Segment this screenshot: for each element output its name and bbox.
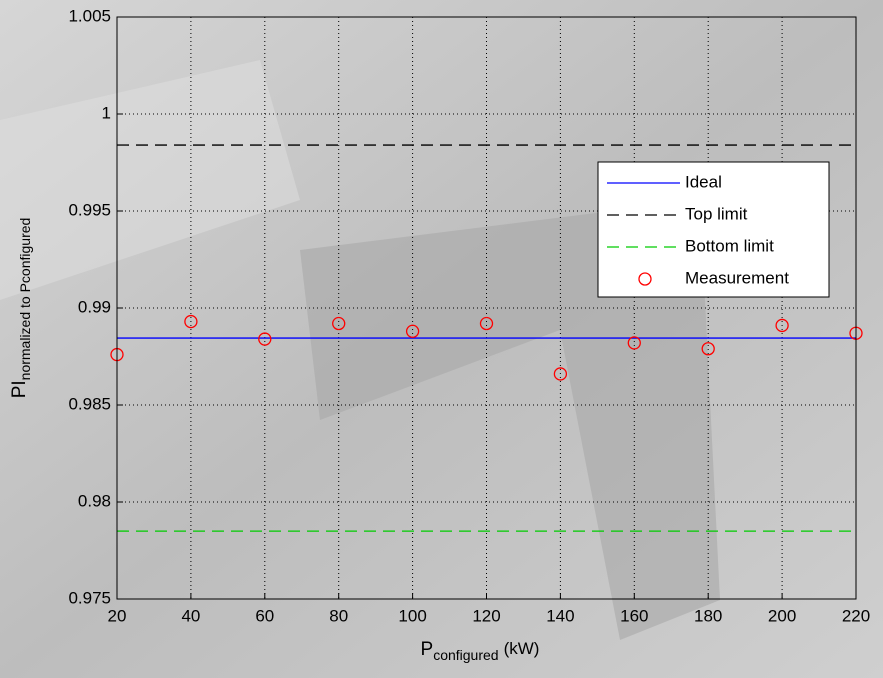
- legend-label: Measurement: [685, 268, 789, 287]
- y-tick-label: 0.98: [78, 491, 111, 510]
- y-tick-label: 1.005: [68, 6, 111, 25]
- x-tick-label: 160: [620, 606, 648, 625]
- y-axis-label: PInormalized to Pconfigured: [9, 218, 33, 399]
- x-tick-label: 60: [255, 606, 274, 625]
- data-point: [479, 316, 494, 331]
- y-tick-label: 0.995: [68, 200, 111, 219]
- legend-label: Ideal: [685, 172, 722, 191]
- background-shape: [300, 200, 720, 640]
- x-tick-label: 100: [398, 606, 426, 625]
- x-tick-label: 140: [546, 606, 574, 625]
- background-shape: [0, 60, 300, 300]
- legend-label: Top limit: [685, 204, 748, 223]
- x-tick-label: 40: [181, 606, 200, 625]
- x-axis-label: Pconfigured (kW): [421, 639, 540, 663]
- y-label-sub: normalized to Pconfigured: [17, 218, 33, 381]
- data-point: [332, 316, 346, 331]
- x-tick-label: 20: [108, 606, 127, 625]
- x-label-sub: configured: [433, 647, 498, 663]
- y-label-main: PI: [9, 380, 30, 398]
- x-label-unit: (kW): [504, 639, 540, 658]
- x-tick-label: 200: [768, 606, 796, 625]
- data-point: [184, 314, 198, 329]
- legend-box: [597, 161, 830, 298]
- legend-label: Bottom limit: [685, 236, 774, 255]
- x-tick-label: 120: [472, 606, 500, 625]
- legend: Ideal Top limit Bottom limit Measurement: [597, 161, 830, 298]
- data-point: [775, 318, 789, 333]
- y-tick-label: 0.985: [68, 394, 111, 413]
- x-tick-label: 80: [329, 606, 348, 625]
- y-tick-label: 0.99: [78, 297, 111, 316]
- x-label-main: P: [421, 639, 434, 660]
- data-point: [553, 367, 568, 381]
- y-tick-label: 1: [102, 103, 111, 122]
- y-tick-label: 0.975: [68, 588, 111, 607]
- legend-marker: [638, 272, 652, 286]
- data-point: [627, 336, 641, 350]
- x-tick-label: 180: [694, 606, 722, 625]
- x-tick-label: 220: [842, 606, 870, 625]
- data-point: [701, 342, 715, 356]
- data-point: [258, 332, 272, 346]
- data-point: [405, 324, 420, 338]
